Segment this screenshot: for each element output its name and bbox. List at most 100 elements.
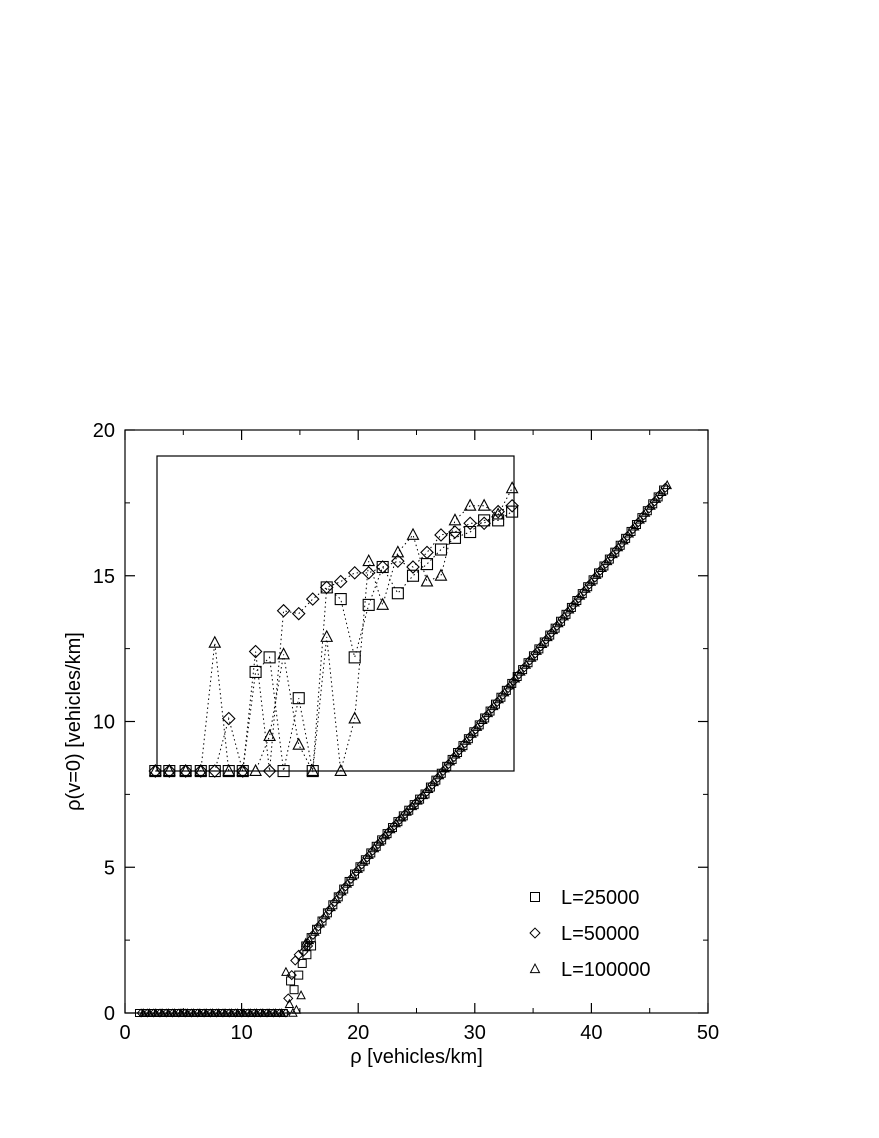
tick-labels: 0 10 20 30 40 50 0 5 10 15 20 [93,420,719,1044]
inset-data-point [263,651,276,664]
data-point [149,1008,159,1018]
inset-data-point [391,587,404,600]
data-point [367,845,378,856]
data-point [616,537,628,549]
inset-data-point [434,543,448,556]
data-point [649,496,660,507]
data-point [557,613,568,625]
data-point [481,710,492,721]
data-point [644,503,655,514]
data-point [289,985,299,995]
inset-data-point [463,516,477,531]
data-point [421,786,432,797]
data-point [229,1009,238,1017]
x-tick-label: 50 [697,1022,719,1044]
data-point [172,1009,181,1017]
inset-series-line [155,511,513,772]
inset-data-point [448,525,462,539]
inset-data-point [347,566,362,580]
legend: L=25000 L=50000 L=100000 [529,887,651,981]
data-point [606,551,617,562]
data-point [288,1007,298,1017]
x-tick-label: 0 [119,1022,130,1044]
data-point [243,1008,253,1018]
inset-series-line [155,488,513,773]
inset-data-point [420,545,434,560]
legend-marker [529,962,541,974]
inset-data-point [235,764,250,778]
data-point [654,489,666,500]
data-point [297,958,307,968]
inset-data-point [491,507,505,520]
data-point [216,1009,225,1017]
inset-data-point [319,580,334,595]
data-point [410,797,422,808]
data-point [551,620,563,631]
inset-data-point [291,606,306,621]
x-tick-label: 40 [580,1022,602,1044]
data-point [230,1008,241,1018]
data-point [141,1009,150,1017]
data-point [443,758,454,770]
data-point [454,745,465,756]
data-point [254,1009,263,1017]
inset-data-point [221,711,236,726]
data-point [378,832,389,843]
data-point [519,662,530,673]
y-tick-label: 15 [93,566,115,588]
data-point [262,1008,272,1018]
data-point [256,1008,266,1018]
inset-data-point [420,574,434,587]
data-point [302,950,312,960]
data-point [503,682,514,694]
data-point [155,1008,165,1018]
data-point [199,1008,209,1018]
data-point [524,655,535,666]
data-point [562,606,573,618]
inset-data-point [306,763,320,777]
inset-data-point [249,763,263,777]
inset-data-point [222,763,236,777]
data-point [416,792,427,803]
data-point [212,1008,222,1018]
data-point [573,593,584,604]
inset-data-point [406,560,420,574]
data-point [568,600,579,611]
data-point [273,1009,282,1017]
inset-data-point [434,528,448,542]
inset-data-point [348,651,361,664]
data-point [210,1009,219,1017]
data-point [513,669,525,680]
inset-series-line [155,505,513,772]
inset-data-point [375,560,390,574]
inset-data-point [406,527,420,540]
inset-data-point [333,574,348,589]
data-point [186,1008,197,1018]
data-point [546,627,557,638]
legend-marker [530,892,540,902]
data-point [147,1009,156,1017]
data-point [362,852,373,863]
inset-data-point [320,629,334,642]
legend-label: L=100000 [561,959,651,981]
data-point [508,676,519,687]
data-point [248,1009,257,1017]
data-point [372,839,384,850]
data-point [260,1009,269,1017]
inset-data-point [208,635,222,648]
data-point [275,1008,285,1018]
legend-label: L=50000 [561,923,639,945]
inset-data-point [148,763,162,777]
data-point [268,1008,278,1018]
data-point [223,1009,232,1017]
data-point [427,779,438,790]
data-point [633,517,644,528]
inset-data-point [463,498,477,511]
inset-data-point [391,554,405,569]
data-point [286,976,296,986]
inset-data-point [448,531,462,544]
inset-data-point [277,647,290,660]
data-point [185,1009,194,1017]
data-point [279,1009,288,1017]
data-point [205,1008,215,1018]
